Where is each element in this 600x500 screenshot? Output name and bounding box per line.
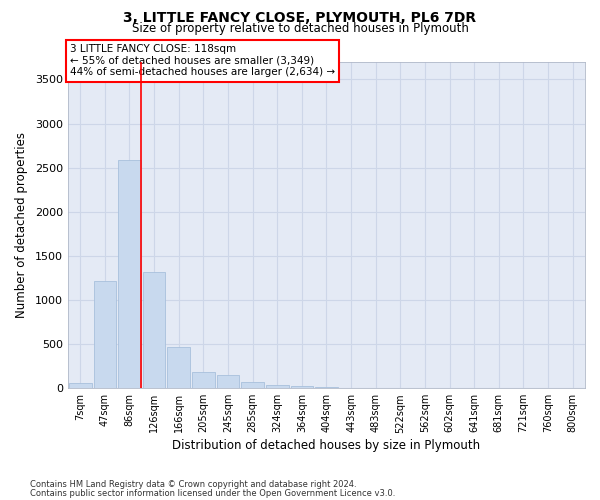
Bar [241,382,264,388]
Text: Contains HM Land Registry data © Crown copyright and database right 2024.: Contains HM Land Registry data © Crown c… [30,480,356,489]
Text: Contains public sector information licensed under the Open Government Licence v3: Contains public sector information licen… [30,488,395,498]
Bar [94,280,116,388]
Text: 3 LITTLE FANCY CLOSE: 118sqm
← 55% of detached houses are smaller (3,349)
44% of: 3 LITTLE FANCY CLOSE: 118sqm ← 55% of de… [70,44,335,78]
Bar [217,374,239,388]
X-axis label: Distribution of detached houses by size in Plymouth: Distribution of detached houses by size … [172,440,481,452]
Text: Size of property relative to detached houses in Plymouth: Size of property relative to detached ho… [131,22,469,35]
Bar [266,385,289,388]
Bar [290,386,313,388]
Bar [118,160,141,388]
Y-axis label: Number of detached properties: Number of detached properties [15,132,28,318]
Text: 3, LITTLE FANCY CLOSE, PLYMOUTH, PL6 7DR: 3, LITTLE FANCY CLOSE, PLYMOUTH, PL6 7DR [124,11,476,25]
Bar [143,272,166,388]
Bar [192,372,215,388]
Bar [69,384,92,388]
Bar [167,346,190,388]
